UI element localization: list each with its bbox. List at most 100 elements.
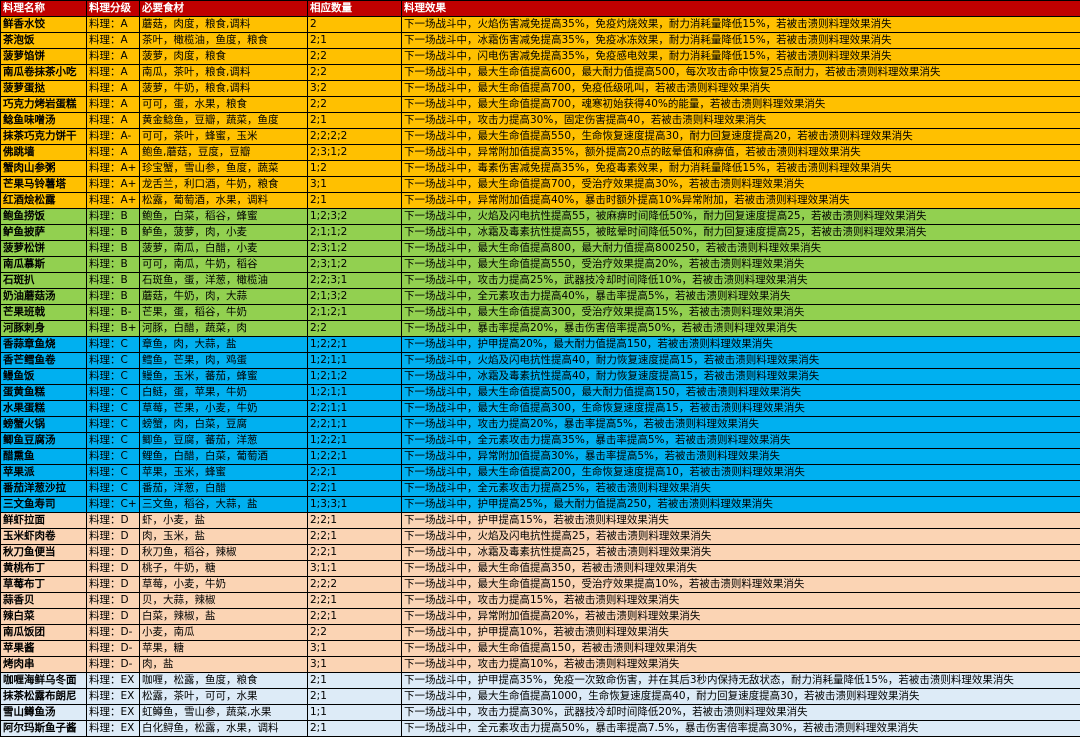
- ingredients-cell: 苹果，玉米，蜂蜜: [140, 465, 308, 481]
- tier-cell: 料理：EX: [87, 721, 140, 737]
- ingredients-cell: 番茄，洋葱，白醋: [140, 481, 308, 497]
- effect-cell: 下一场战斗中，火焰及闪电抗性提高40，耐力恢复速度提高15，若被击溃则料理效果消…: [402, 353, 1080, 369]
- effect-cell: 下一场战斗中，闪电伤害减免提高35%，免疫感电效果，耐力消耗量降低15%，若被击…: [402, 49, 1080, 65]
- quantity-cell: 2;2;2: [308, 577, 402, 593]
- tier-cell: 料理：B: [87, 273, 140, 289]
- tier-cell: 料理：A: [87, 49, 140, 65]
- ingredients-cell: 螃蟹，肉，白菜，豆腐: [140, 417, 308, 433]
- header-cell-quantity: 相应数量: [308, 1, 402, 17]
- effect-cell: 下一场战斗中，最大生命值提高700，免疫低级吼叫，若被击溃则料理效果消失: [402, 81, 1080, 97]
- dish-name-cell: 鲍鱼捞饭: [1, 209, 87, 225]
- ingredients-cell: 茶叶，橄榄油，鱼度，粮食: [140, 33, 308, 49]
- effect-cell: 下一场战斗中，冰霜及毒素抗性提高25，若被击溃则料理效果消失: [402, 545, 1080, 561]
- tier-cell: 料理：A-: [87, 129, 140, 145]
- tier-cell: 料理：C: [87, 465, 140, 481]
- effect-cell: 下一场战斗中，全元素攻击力提高25%，若被击溃则料理效果消失: [402, 481, 1080, 497]
- ingredients-cell: 珍宝蟹，雪山参，鱼度，蔬菜: [140, 161, 308, 177]
- ingredients-cell: 可可，南瓜，牛奶，稻谷: [140, 257, 308, 273]
- dish-name-cell: 南瓜慕斯: [1, 257, 87, 273]
- quantity-cell: 2: [308, 17, 402, 33]
- quantity-cell: 2;2: [308, 97, 402, 113]
- quantity-cell: 2;2: [308, 49, 402, 65]
- effect-cell: 下一场战斗中，最大生命值提高1000，生命恢复速度提高40，耐力回复速度提高30…: [402, 689, 1080, 705]
- effect-cell: 下一场战斗中，最大生命值提高500，最大耐力值提高150，若被击溃则料理效果消失: [402, 385, 1080, 401]
- effect-cell: 下一场战斗中，最大生命值提高350，若被击溃则料理效果消失: [402, 561, 1080, 577]
- quantity-cell: 2;2;1: [308, 529, 402, 545]
- quantity-cell: 2;1;2;1: [308, 305, 402, 321]
- tier-cell: 料理：EX: [87, 705, 140, 721]
- ingredients-cell: 鲈鱼，菠萝，肉，小麦: [140, 225, 308, 241]
- dish-name-cell: 南瓜卷抹茶小吃: [1, 65, 87, 81]
- tier-cell: 料理：B+: [87, 321, 140, 337]
- header-row: 料理名称 料理分级 必要食材 相应数量 料理效果: [1, 1, 1080, 17]
- ingredients-cell: 松露，葡萄酒，水果，调料: [140, 193, 308, 209]
- quantity-cell: 3;2: [308, 81, 402, 97]
- effect-cell: 下一场战斗中，火焰伤害减免提高35%，免疫灼烧效果，耐力消耗量降低15%，若被击…: [402, 17, 1080, 33]
- dish-name-cell: 蒜香贝: [1, 593, 87, 609]
- dish-name-cell: 茶泡饭: [1, 33, 87, 49]
- ingredients-cell: 松露，茶叶，可可，水果: [140, 689, 308, 705]
- quantity-cell: 1;2;3;2: [308, 209, 402, 225]
- dish-name-cell: 三文鱼寿司: [1, 497, 87, 513]
- effect-cell: 下一场战斗中，攻击力提高30%，固定伤害提高40，若被击溃则料理效果消失: [402, 113, 1080, 129]
- ingredients-cell: 苹果，糖: [140, 641, 308, 657]
- dish-name-cell: 黄桃布丁: [1, 561, 87, 577]
- effect-cell: 下一场战斗中，最大生命值提高200，生命恢复速度提高10，若被击溃则料理效果消失: [402, 465, 1080, 481]
- ingredients-cell: 咖喱，松露，鱼度，粮食: [140, 673, 308, 689]
- effect-cell: 下一场战斗中，最大生命值提高700，魂寒初始获得40%的能量，若被击溃则料理效果…: [402, 97, 1080, 113]
- ingredients-cell: 白化鲟鱼，松露，水果，调料: [140, 721, 308, 737]
- effect-cell: 下一场战斗中，异常附加值提高20%，若被击溃则料理效果消失: [402, 609, 1080, 625]
- effect-cell: 下一场战斗中，全元素攻击力提高35%，暴击率提高5%，若被击溃则料理效果消失: [402, 433, 1080, 449]
- ingredients-cell: 鳕鱼，芒果，肉，鸡蛋: [140, 353, 308, 369]
- tier-cell: 料理：D: [87, 545, 140, 561]
- ingredients-cell: 草莓，小麦，牛奶: [140, 577, 308, 593]
- tier-cell: 料理：C: [87, 337, 140, 353]
- quantity-cell: 2;2;1: [308, 465, 402, 481]
- dish-name-cell: 苹果派: [1, 465, 87, 481]
- tier-cell: 料理：C: [87, 433, 140, 449]
- ingredients-cell: 章鱼，肉，大蒜，盐: [140, 337, 308, 353]
- quantity-cell: 2;2: [308, 625, 402, 641]
- dish-name-cell: 辣白菜: [1, 609, 87, 625]
- tier-cell: 料理：B-: [87, 305, 140, 321]
- header-cell-tier: 料理分级: [87, 1, 140, 17]
- ingredients-cell: 河豚，白醋，蔬菜，肉: [140, 321, 308, 337]
- dish-name-cell: 佛跳墙: [1, 145, 87, 161]
- ingredients-cell: 鲫鱼，豆腐，蕃茄，洋葱: [140, 433, 308, 449]
- dish-name-cell: 奶油蘑菇汤: [1, 289, 87, 305]
- quantity-cell: 2;1;1;2: [308, 225, 402, 241]
- header-cell-ingredients: 必要食材: [140, 1, 308, 17]
- tier-cell: 料理：EX: [87, 673, 140, 689]
- dish-name-cell: 水果蛋糕: [1, 401, 87, 417]
- effect-cell: 下一场战斗中，冰霜伤害减免提高35%，免疫冰冻效果，耐力消耗量降低15%，若被击…: [402, 33, 1080, 49]
- effect-cell: 下一场战斗中，异常附加值提高35%，额外提高20点的眩晕值和麻痹值，若被击溃则料…: [402, 145, 1080, 161]
- dish-name-cell: 烤肉串: [1, 657, 87, 673]
- quantity-cell: 1;2;1;1: [308, 385, 402, 401]
- effect-cell: 下一场战斗中，攻击力提高20%，暴击率提高5%，若被击溃则料理效果消失: [402, 417, 1080, 433]
- quantity-cell: 2;1: [308, 33, 402, 49]
- dish-name-cell: 阿尔玛斯鱼子酱: [1, 721, 87, 737]
- dish-name-cell: 香芒鳕鱼卷: [1, 353, 87, 369]
- tier-cell: 料理：A: [87, 17, 140, 33]
- dish-name-cell: 秋刀鱼便当: [1, 545, 87, 561]
- quantity-cell: 2;2;1;1: [308, 401, 402, 417]
- dish-name-cell: 香蒜章鱼烧: [1, 337, 87, 353]
- effect-cell: 下一场战斗中，护甲提高10%，若被击溃则料理效果消失: [402, 625, 1080, 641]
- quantity-cell: 1;2;2;1: [308, 433, 402, 449]
